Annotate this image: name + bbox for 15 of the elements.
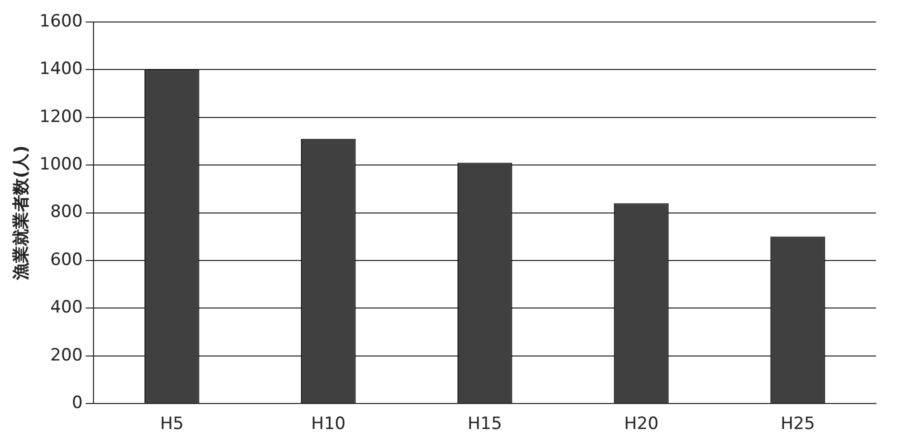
y-tick-label: 0 bbox=[72, 393, 83, 414]
x-tick-label: H15 bbox=[468, 414, 502, 434]
x-tick-label: H25 bbox=[780, 414, 815, 434]
y-tick-label: 800 bbox=[50, 202, 83, 222]
x-tick-label: H5 bbox=[160, 414, 184, 434]
y-tick-label: 600 bbox=[50, 250, 83, 270]
y-tick-label: 1400 bbox=[39, 59, 83, 80]
y-tick-label: 1000 bbox=[39, 154, 83, 175]
y-tick-label: 1600 bbox=[39, 11, 83, 32]
y-tick-label: 1200 bbox=[39, 106, 83, 127]
y-tick-label: 400 bbox=[50, 298, 83, 318]
y-tick-label: 200 bbox=[50, 345, 83, 366]
x-tick-label: H10 bbox=[311, 414, 346, 434]
x-tick-label: H20 bbox=[624, 414, 659, 434]
y-axis-title: 漁業就業者数(人) bbox=[12, 146, 32, 282]
